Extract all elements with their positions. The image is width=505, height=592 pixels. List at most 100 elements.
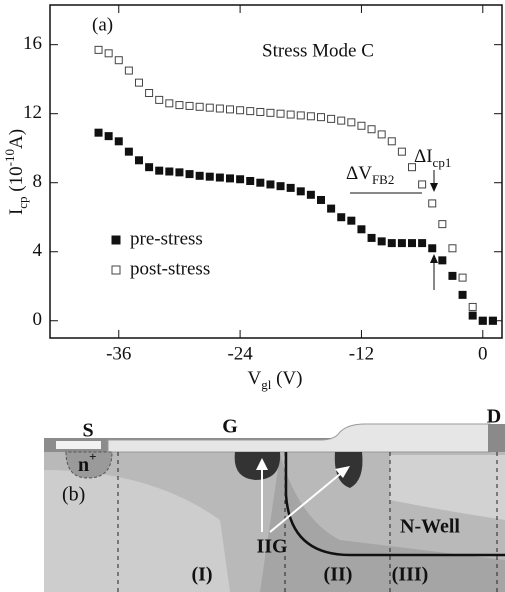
marker <box>429 200 436 207</box>
marker <box>156 167 163 174</box>
marker <box>196 103 203 110</box>
marker <box>449 245 456 252</box>
marker <box>429 245 436 252</box>
n-plus-base: n <box>78 454 89 476</box>
marker <box>439 257 446 264</box>
marker <box>368 234 375 241</box>
marker <box>388 240 395 247</box>
label-sub: cp1 <box>433 155 452 170</box>
marker <box>135 157 142 164</box>
marker <box>176 169 183 176</box>
marker <box>479 317 486 324</box>
x-tick-label: 0 <box>478 343 488 364</box>
marker <box>469 303 476 310</box>
marker <box>247 177 254 184</box>
y-tick-label: 8 <box>33 171 43 192</box>
source-contact <box>56 441 101 449</box>
marker <box>378 238 385 245</box>
label-part: (10 <box>6 166 27 196</box>
panel-label: (b) <box>62 484 85 506</box>
marker <box>196 172 203 179</box>
marker <box>328 205 335 212</box>
arrow-head <box>430 254 438 263</box>
legend-label: post-stress <box>130 258 210 279</box>
delta-i-label: ΔIcp1 <box>414 146 451 170</box>
marker <box>409 240 416 247</box>
chart: (a) Stress Mode C ΔIcp1 ΔVFB2 Vgl (V) Ic… <box>2 5 502 392</box>
marker <box>216 174 223 181</box>
marker <box>459 274 466 281</box>
marker <box>398 148 405 155</box>
marker <box>307 191 314 198</box>
legend-marker <box>112 236 120 244</box>
marker <box>237 107 244 114</box>
marker <box>307 113 314 120</box>
label-part: ΔI <box>414 146 433 167</box>
marker <box>105 50 112 57</box>
marker <box>105 133 112 140</box>
marker <box>398 240 405 247</box>
marker <box>449 272 456 279</box>
marker <box>267 181 274 188</box>
y-tick-label: 0 <box>33 309 43 330</box>
marker <box>257 179 264 186</box>
marker <box>135 79 142 86</box>
marker <box>358 226 365 233</box>
panel-label: (a) <box>92 14 113 35</box>
delta-v-label: ΔVFB2 <box>346 163 394 187</box>
marker <box>186 171 193 178</box>
y-tick-label: 16 <box>23 33 42 54</box>
marker <box>166 168 173 175</box>
marker <box>95 129 102 136</box>
iig-label: IIG <box>256 536 288 558</box>
region-label: (II) <box>324 564 353 586</box>
label-sub: gl <box>261 377 272 392</box>
marker <box>317 114 324 121</box>
x-tick-label: -24 <box>227 343 253 364</box>
n-well-label: N-Well <box>400 516 460 538</box>
marker <box>419 240 426 247</box>
marker <box>368 126 375 133</box>
legend-label: pre-stress <box>130 228 203 249</box>
figure: S G D n+ (b) IIG N-Well (I) (II) (III) (… <box>0 0 505 592</box>
marker <box>338 214 345 221</box>
marker <box>166 100 173 107</box>
marker <box>125 148 132 155</box>
drain-contact <box>488 424 505 452</box>
marker <box>206 104 213 111</box>
y-tick-label: 12 <box>23 102 42 123</box>
marker <box>216 105 223 112</box>
marker <box>176 102 183 109</box>
marker <box>317 196 324 203</box>
legend-marker <box>112 266 120 274</box>
marker <box>388 138 395 145</box>
marker <box>146 89 153 96</box>
label-part: (V) <box>271 368 302 389</box>
marker <box>206 173 213 180</box>
marker <box>156 96 163 103</box>
marker <box>186 102 193 109</box>
marker <box>267 109 274 116</box>
marker <box>459 291 466 298</box>
device-diagram: S G D n+ (b) IIG N-Well (I) (II) (III) <box>44 406 505 592</box>
marker <box>348 119 355 126</box>
marker <box>328 115 335 122</box>
region-label: (III) <box>392 564 429 586</box>
marker <box>146 164 153 171</box>
label-part: ΔV <box>346 163 372 184</box>
marker <box>358 122 365 129</box>
marker <box>409 164 416 171</box>
x-axis-label: Vgl (V) <box>248 368 303 392</box>
label-part: V <box>248 368 262 389</box>
marker <box>348 217 355 224</box>
annotation: Stress Mode C <box>262 40 374 61</box>
marker <box>469 312 476 319</box>
label-part: A) <box>6 129 27 149</box>
marker <box>287 111 294 118</box>
drain-label: D <box>487 406 501 428</box>
marker <box>297 112 304 119</box>
marker <box>489 317 496 324</box>
y-tick-label: 4 <box>33 240 43 261</box>
marker <box>257 108 264 115</box>
marker <box>115 138 122 145</box>
